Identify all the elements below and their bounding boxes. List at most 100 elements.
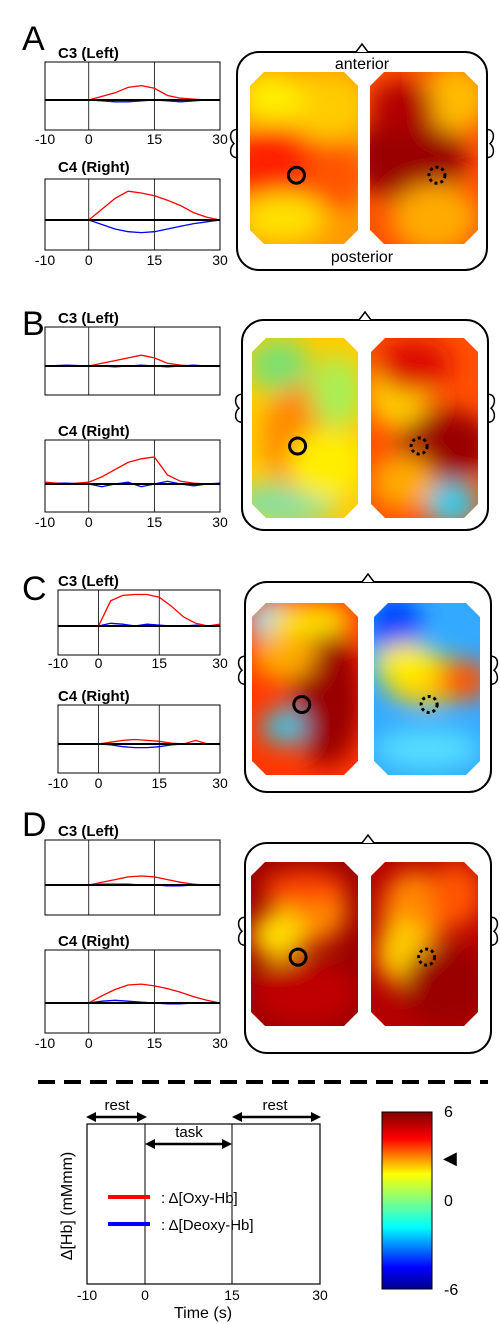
x-tick-label: 30 <box>212 514 228 530</box>
right-hemisphere-map <box>371 338 478 518</box>
oxy-hb-line <box>45 354 220 367</box>
activation-blob <box>252 338 311 392</box>
head-topomap <box>237 833 499 1054</box>
colorbar-gradient <box>381 1111 433 1290</box>
c4-timecourse-chart: C4 (Right) -10 0 15 30 <box>35 933 228 1051</box>
c4-timecourse-chart: C4 (Right) -10 0 15 30 <box>35 423 228 530</box>
c3-marker-icon <box>288 947 308 967</box>
c3-timecourse-chart: C3 (Left) -10 0 15 30 <box>48 573 228 671</box>
activation-blob <box>289 428 358 500</box>
x-tick-label: 0 <box>85 1035 93 1051</box>
c3-timecourse-chart: C3 (Left) <box>44 310 221 396</box>
activation-blob <box>250 72 305 124</box>
nose-icon <box>355 42 369 53</box>
chart-frame <box>44 949 221 1034</box>
c3-marker-icon <box>286 165 306 185</box>
c3-timecourse-chart: C3 (Left) -10 0 15 30 <box>35 45 228 147</box>
x-tick-label: 15 <box>151 775 167 791</box>
head-topomap: anterior posterior <box>229 42 495 271</box>
map-blobs <box>251 870 358 1026</box>
chart-frame <box>44 439 221 513</box>
channel-title: C3 (Left) <box>58 310 119 327</box>
x-tick-label: -10 <box>48 775 68 791</box>
activation-blob <box>374 642 438 684</box>
left-ear-icon <box>237 916 246 946</box>
nose-icon <box>358 310 372 321</box>
oxy-hb-line <box>45 983 221 1004</box>
x-tick-label: 0 <box>95 775 103 791</box>
map-blobs <box>252 603 358 767</box>
panel-c: C C3 (Left) -10 0 15 30 C4 (Right) -10 0 15 30 <box>22 570 499 793</box>
activation-blob <box>252 628 316 681</box>
activation-blob <box>261 870 348 903</box>
panel-letter: D <box>22 806 47 844</box>
x-tick-label: 15 <box>151 655 167 671</box>
c4-marker-icon <box>427 165 447 185</box>
task-arrow <box>145 1139 232 1149</box>
right-hemisphere-map <box>371 862 478 1026</box>
map-blobs <box>371 338 478 518</box>
activation-blob <box>424 72 478 133</box>
activation-blob <box>374 728 480 770</box>
deoxy-legend-label: : Δ[Deoxy-Hb] <box>161 1217 254 1234</box>
x-tick-label: -10 <box>48 655 68 671</box>
activation-blob <box>370 115 468 201</box>
oxy-hb-line <box>44 456 220 485</box>
map-blobs <box>250 72 358 244</box>
c3-marker-icon <box>288 436 308 456</box>
activation-blob <box>310 356 358 428</box>
x-tick-label: 0 <box>95 655 103 671</box>
rest-left-label: rest <box>104 1097 130 1114</box>
x-tick-label: 0 <box>85 252 93 268</box>
activation-blob <box>370 80 435 133</box>
x-tick-label: -10 <box>35 514 55 530</box>
x-tick-label: 0 <box>85 131 93 147</box>
right-ear-icon <box>487 393 496 423</box>
head-topomap <box>237 572 499 793</box>
x-tick-label: 15 <box>147 252 163 268</box>
colorbar-max-label: 6 <box>444 1104 453 1121</box>
channel-title: C4 (Right) <box>58 159 130 176</box>
right-hemisphere-map <box>374 603 480 775</box>
channel-title: C3 (Left) <box>58 45 119 62</box>
head-topomap <box>234 310 496 531</box>
activation-blob <box>282 72 358 141</box>
x-tick-label: 15 <box>147 131 163 147</box>
legend-ylabel: Δ[Hb] (mMmm) <box>59 1152 76 1260</box>
right-ear-icon <box>490 655 499 685</box>
x-tick-label: 0 <box>85 514 93 530</box>
activation-blob <box>251 911 305 961</box>
channel-title: C4 (Right) <box>58 423 130 440</box>
legend-tick-15: 15 <box>224 1287 240 1303</box>
deoxy-hb-line <box>45 219 221 234</box>
right-ear-icon <box>486 128 495 159</box>
legend-xlabel: Time (s) <box>174 1305 232 1322</box>
left-ear-icon <box>237 655 246 685</box>
left-hemisphere-map <box>252 603 358 775</box>
legend-tick-0: 0 <box>141 1287 149 1303</box>
legend-diagram: rest task rest : Δ[Oxy-Hb] : Δ[Deoxy-Hb]… <box>59 1097 328 1322</box>
left-ear-icon <box>229 128 238 159</box>
c4-marker-icon <box>419 694 439 714</box>
x-tick-label: 30 <box>212 655 228 671</box>
activation-blob <box>437 659 480 702</box>
activation-blob <box>267 603 353 638</box>
legend-axes-frame <box>86 1123 321 1285</box>
x-tick-label: 30 <box>212 775 228 791</box>
oxy-hb-line <box>45 190 221 221</box>
x-tick-label: 30 <box>212 1035 228 1051</box>
channel-title: C4 (Right) <box>58 688 130 705</box>
panel-d: D C3 (Left) C4 (Right) -10 0 15 30 <box>22 806 499 1054</box>
x-tick-label: 15 <box>147 1035 163 1051</box>
posterior-label: posterior <box>331 249 394 266</box>
x-tick-label: 30 <box>212 252 228 268</box>
channel-title: C3 (Left) <box>58 573 119 590</box>
c3-marker-icon <box>292 694 312 714</box>
rest-right-label: rest <box>262 1097 288 1114</box>
left-hemisphere-map <box>251 862 358 1026</box>
legend-tick-30: 30 <box>312 1287 328 1303</box>
panel-letter: B <box>22 305 45 343</box>
x-tick-label: -10 <box>35 252 55 268</box>
